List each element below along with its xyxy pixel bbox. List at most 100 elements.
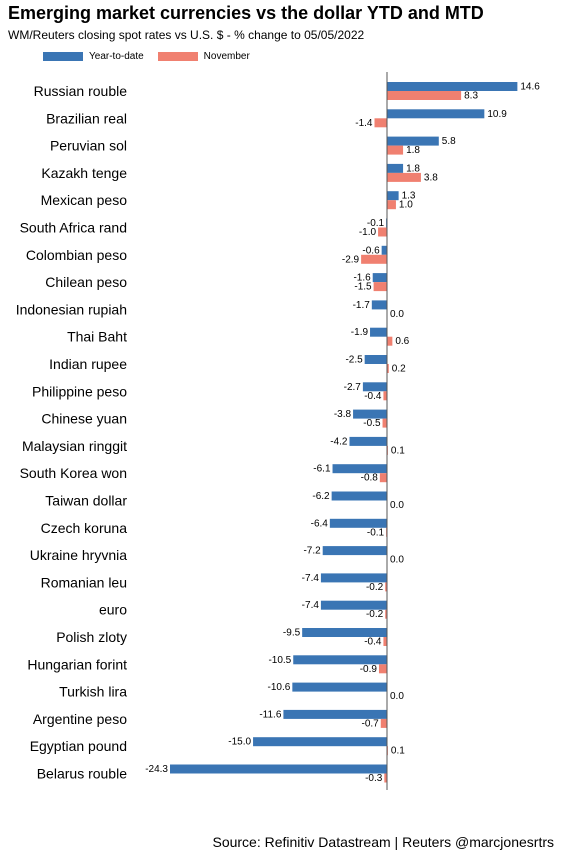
data-label-november: 0.6 — [395, 336, 409, 347]
category-label: Taiwan dollar — [45, 493, 127, 509]
bar-ytd — [371, 300, 387, 310]
bar-ytd — [387, 136, 439, 146]
bar-ytd — [322, 546, 387, 556]
data-label-ytd: 10.9 — [487, 109, 507, 120]
data-label-november: 0.1 — [391, 746, 405, 757]
data-label-ytd: -4.2 — [330, 436, 348, 447]
data-label-ytd: -6.4 — [311, 518, 329, 529]
data-label-november: -0.8 — [361, 473, 379, 484]
category-label: Belarus rouble — [37, 766, 127, 782]
bar-november — [378, 664, 387, 674]
data-label-november: -0.7 — [362, 718, 380, 729]
category-label: Chilean peso — [45, 274, 127, 290]
category-label: South Korea won — [20, 465, 127, 481]
data-label-ytd: -0.1 — [367, 218, 385, 229]
category-label: Peruvian sol — [50, 138, 127, 154]
chart-subtitle: WM/Reuters closing spot rates vs U.S. $ … — [8, 28, 365, 42]
data-label-november: -0.4 — [364, 391, 382, 402]
data-label-ytd: -0.6 — [362, 245, 380, 256]
data-label-november: 8.3 — [464, 91, 478, 102]
category-label: Hungarian forint — [27, 656, 127, 672]
bar-ytd — [387, 82, 518, 91]
bar-ytd — [320, 573, 387, 583]
bar-november — [385, 582, 387, 592]
bar-ytd — [387, 109, 485, 119]
category-label: Turkish lira — [59, 684, 127, 700]
data-label-november: -0.1 — [367, 527, 385, 538]
data-label-ytd: -9.5 — [283, 628, 301, 639]
category-label: Brazilian real — [46, 110, 127, 126]
data-label-november: -1.4 — [355, 118, 373, 129]
data-label-ytd: -6.1 — [313, 464, 331, 475]
bar-november — [385, 609, 387, 619]
category-label: Colombian peso — [26, 247, 127, 263]
data-label-november: -1.5 — [354, 282, 372, 293]
data-label-ytd: -7.2 — [303, 546, 321, 557]
source-note: Source: Refinitiv Datastream | Reuters @… — [212, 834, 554, 850]
data-label-november: 0.1 — [391, 445, 405, 456]
bar-ytd — [370, 327, 387, 337]
data-label-ytd: -10.5 — [268, 655, 291, 666]
data-label-november: -0.4 — [364, 637, 382, 648]
bar-ytd — [253, 737, 387, 747]
bar-ytd — [349, 436, 387, 446]
data-label-november: 0.2 — [392, 364, 406, 375]
legend: Year-to-date November — [43, 51, 264, 62]
bar-ytd — [320, 600, 387, 610]
bar-november — [374, 118, 387, 128]
category-label: Malaysian ringgit — [22, 438, 127, 454]
data-label-ytd: -10.6 — [268, 682, 291, 693]
data-label-november: 1.0 — [399, 200, 413, 211]
data-label-ytd: 5.8 — [442, 136, 456, 147]
bar-ytd — [329, 518, 387, 528]
bar-ytd — [292, 682, 387, 692]
bar-november — [387, 200, 396, 210]
data-label-ytd: -6.2 — [312, 491, 330, 502]
bar-november — [387, 172, 421, 182]
data-label-november: -0.5 — [363, 418, 381, 429]
data-label-ytd: -15.0 — [228, 737, 251, 748]
bar-ytd — [283, 709, 387, 719]
bar-november — [373, 282, 387, 292]
data-label-november: -0.9 — [360, 664, 378, 675]
bar-november — [380, 718, 387, 728]
category-label: Indian rupee — [49, 356, 127, 372]
bar-ytd — [381, 245, 387, 255]
legend-item-november: November — [157, 51, 250, 62]
data-label-ytd: -11.6 — [259, 709, 281, 720]
data-label-november: 0.0 — [390, 555, 404, 566]
data-label-ytd: -1.6 — [353, 273, 371, 284]
bar-november — [379, 473, 387, 483]
bar-november — [387, 364, 389, 373]
bar-ytd — [362, 382, 387, 392]
category-label: euro — [99, 602, 127, 618]
data-label-ytd: -3.8 — [334, 409, 352, 420]
bar-ytd — [387, 191, 399, 201]
category-label: South Africa rand — [20, 220, 127, 236]
bar-november — [387, 336, 393, 346]
bar-ytd — [331, 491, 387, 501]
bar-ytd — [170, 764, 387, 774]
category-label: Polish zloty — [56, 629, 127, 645]
chart-title: Emerging market currencies vs the dollar… — [8, 3, 484, 23]
data-label-november: -1.0 — [359, 227, 377, 238]
data-label-ytd: 1.3 — [402, 191, 416, 202]
data-label-november: 0.0 — [390, 691, 404, 702]
data-label-november: -0.2 — [366, 609, 384, 620]
category-label: Kazakh tenge — [41, 165, 127, 181]
category-label: Romanian leu — [41, 574, 127, 590]
data-label-ytd: -1.9 — [351, 327, 369, 338]
category-label: Indonesian rupiah — [16, 301, 127, 317]
data-label-ytd: -24.3 — [145, 764, 168, 775]
category-label: Thai Baht — [67, 329, 127, 345]
bar-november — [382, 418, 387, 428]
bar-ytd — [387, 163, 404, 173]
data-label-november: 3.8 — [424, 172, 438, 183]
category-label: Mexican peso — [41, 192, 128, 208]
data-label-ytd: -2.5 — [345, 355, 363, 366]
data-label-november: 0.0 — [390, 309, 404, 320]
data-label-ytd: -7.4 — [302, 600, 320, 611]
bar-november — [383, 391, 387, 401]
bar-november — [384, 773, 387, 783]
